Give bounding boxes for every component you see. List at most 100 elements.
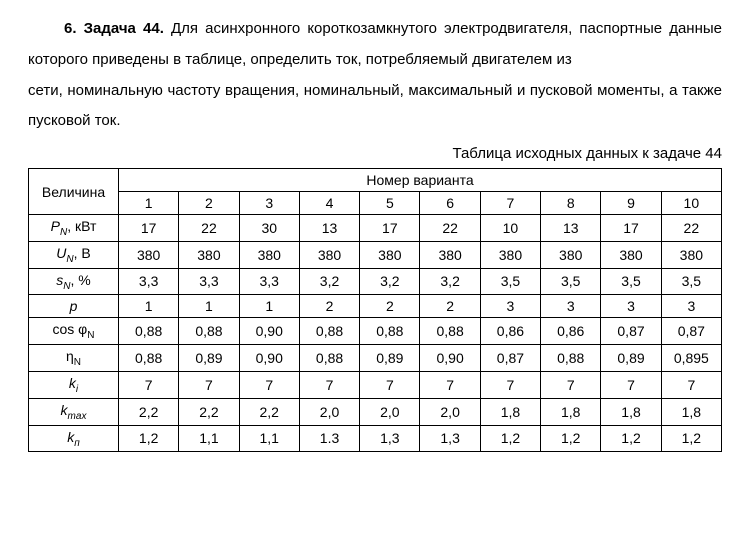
table-cell: 0,86 [541, 318, 601, 345]
table-row: cos φN0,880,880,900,880,880,880,860,860,… [29, 318, 722, 345]
table-cell: 0,90 [239, 345, 299, 372]
table-cell: 1 [239, 295, 299, 318]
table-row: kmax2,22,22,22,02,02,01,81,81,81,8 [29, 398, 722, 425]
table-cell: 0,90 [239, 318, 299, 345]
table-cell: 0,88 [360, 318, 420, 345]
row-label: sN, % [29, 268, 119, 295]
table-row: ηN0,880,890,900,880,890,900,870,880,890,… [29, 345, 722, 372]
variant-col-2: 2 [179, 192, 239, 215]
table-body: PN, кВт17223013172210131722UN, В38038038… [29, 215, 722, 452]
table-cell: 30 [239, 215, 299, 242]
table-row: p1112223333 [29, 295, 722, 318]
row-header-label: Величина [29, 169, 119, 215]
table-cell: 1,3 [360, 425, 420, 452]
table-header-row-2: 12345678910 [29, 192, 722, 215]
table-cell: 1,8 [601, 398, 661, 425]
table-cell: 0,89 [601, 345, 661, 372]
table-cell: 3,5 [601, 268, 661, 295]
table-cell: 0,88 [119, 345, 179, 372]
table-cell: 1,8 [480, 398, 540, 425]
table-cell: 0,89 [360, 345, 420, 372]
table-caption: Таблица исходных данных к задаче 44 [28, 145, 722, 162]
row-label: cos φN [29, 318, 119, 345]
table-cell: 2 [299, 295, 359, 318]
table-cell: 7 [239, 371, 299, 398]
table-cell: 380 [119, 241, 179, 268]
table-cell: 1,1 [179, 425, 239, 452]
table-cell: 22 [661, 215, 721, 242]
variant-col-9: 9 [601, 192, 661, 215]
variant-col-3: 3 [239, 192, 299, 215]
table-cell: 17 [119, 215, 179, 242]
table-cell: 1,8 [541, 398, 601, 425]
table-cell: 0,86 [480, 318, 540, 345]
table-cell: 3 [601, 295, 661, 318]
table-cell: 380 [480, 241, 540, 268]
row-label: kп [29, 425, 119, 452]
table-cell: 2 [420, 295, 480, 318]
table-cell: 7 [661, 371, 721, 398]
table-row: kп1,21,11,11.31,31,31,21,21,21,2 [29, 425, 722, 452]
document-page: 6. Задача 44. Для асинхронного короткоза… [0, 0, 750, 462]
problem-paragraph-1: 6. Задача 44. Для асинхронного короткоза… [28, 14, 722, 76]
table-cell: 1 [179, 295, 239, 318]
table-cell: 1 [119, 295, 179, 318]
table-cell: 3 [661, 295, 721, 318]
table-cell: 1.3 [299, 425, 359, 452]
problem-number: 6. Задача 44. [64, 20, 164, 37]
variant-col-8: 8 [541, 192, 601, 215]
table-cell: 0,87 [480, 345, 540, 372]
row-label: UN, В [29, 241, 119, 268]
table-cell: 7 [119, 371, 179, 398]
variant-col-6: 6 [420, 192, 480, 215]
variant-col-5: 5 [360, 192, 420, 215]
table-cell: 0,90 [420, 345, 480, 372]
table-cell: 0,88 [299, 345, 359, 372]
table-cell: 13 [541, 215, 601, 242]
col-header-label: Номер варианта [119, 169, 722, 192]
table-cell: 3,3 [119, 268, 179, 295]
table-cell: 3,5 [661, 268, 721, 295]
variant-col-7: 7 [480, 192, 540, 215]
table-cell: 3,2 [360, 268, 420, 295]
row-label: ηN [29, 345, 119, 372]
data-table: Величина Номер варианта 12345678910 PN, … [28, 168, 722, 452]
table-cell: 0,895 [661, 345, 721, 372]
table-cell: 22 [179, 215, 239, 242]
table-cell: 22 [420, 215, 480, 242]
table-cell: 380 [420, 241, 480, 268]
table-row: UN, В380380380380380380380380380380 [29, 241, 722, 268]
table-head: Величина Номер варианта 12345678910 [29, 169, 722, 215]
table-cell: 1,2 [541, 425, 601, 452]
table-cell: 380 [299, 241, 359, 268]
row-label: PN, кВт [29, 215, 119, 242]
table-cell: 2,0 [360, 398, 420, 425]
table-cell: 17 [360, 215, 420, 242]
table-row: PN, кВт17223013172210131722 [29, 215, 722, 242]
table-row: sN, %3,33,33,33,23,23,23,53,53,53,5 [29, 268, 722, 295]
table-cell: 380 [601, 241, 661, 268]
variant-col-4: 4 [299, 192, 359, 215]
problem-paragraph-2: сети, номинальную частоту вращения, номи… [28, 76, 722, 138]
table-cell: 380 [661, 241, 721, 268]
table-cell: 1,8 [661, 398, 721, 425]
variant-col-1: 1 [119, 192, 179, 215]
table-cell: 1,3 [420, 425, 480, 452]
row-label: ki [29, 371, 119, 398]
table-cell: 7 [420, 371, 480, 398]
table-cell: 1,2 [661, 425, 721, 452]
table-cell: 2,2 [239, 398, 299, 425]
row-label: p [29, 295, 119, 318]
table-cell: 3,3 [239, 268, 299, 295]
table-cell: 2,2 [119, 398, 179, 425]
table-cell: 17 [601, 215, 661, 242]
table-cell: 3 [541, 295, 601, 318]
table-cell: 7 [480, 371, 540, 398]
table-cell: 2 [360, 295, 420, 318]
table-cell: 0,88 [541, 345, 601, 372]
table-cell: 380 [360, 241, 420, 268]
table-cell: 2,2 [179, 398, 239, 425]
table-cell: 1,2 [601, 425, 661, 452]
table-cell: 3,3 [179, 268, 239, 295]
table-cell: 0,88 [119, 318, 179, 345]
